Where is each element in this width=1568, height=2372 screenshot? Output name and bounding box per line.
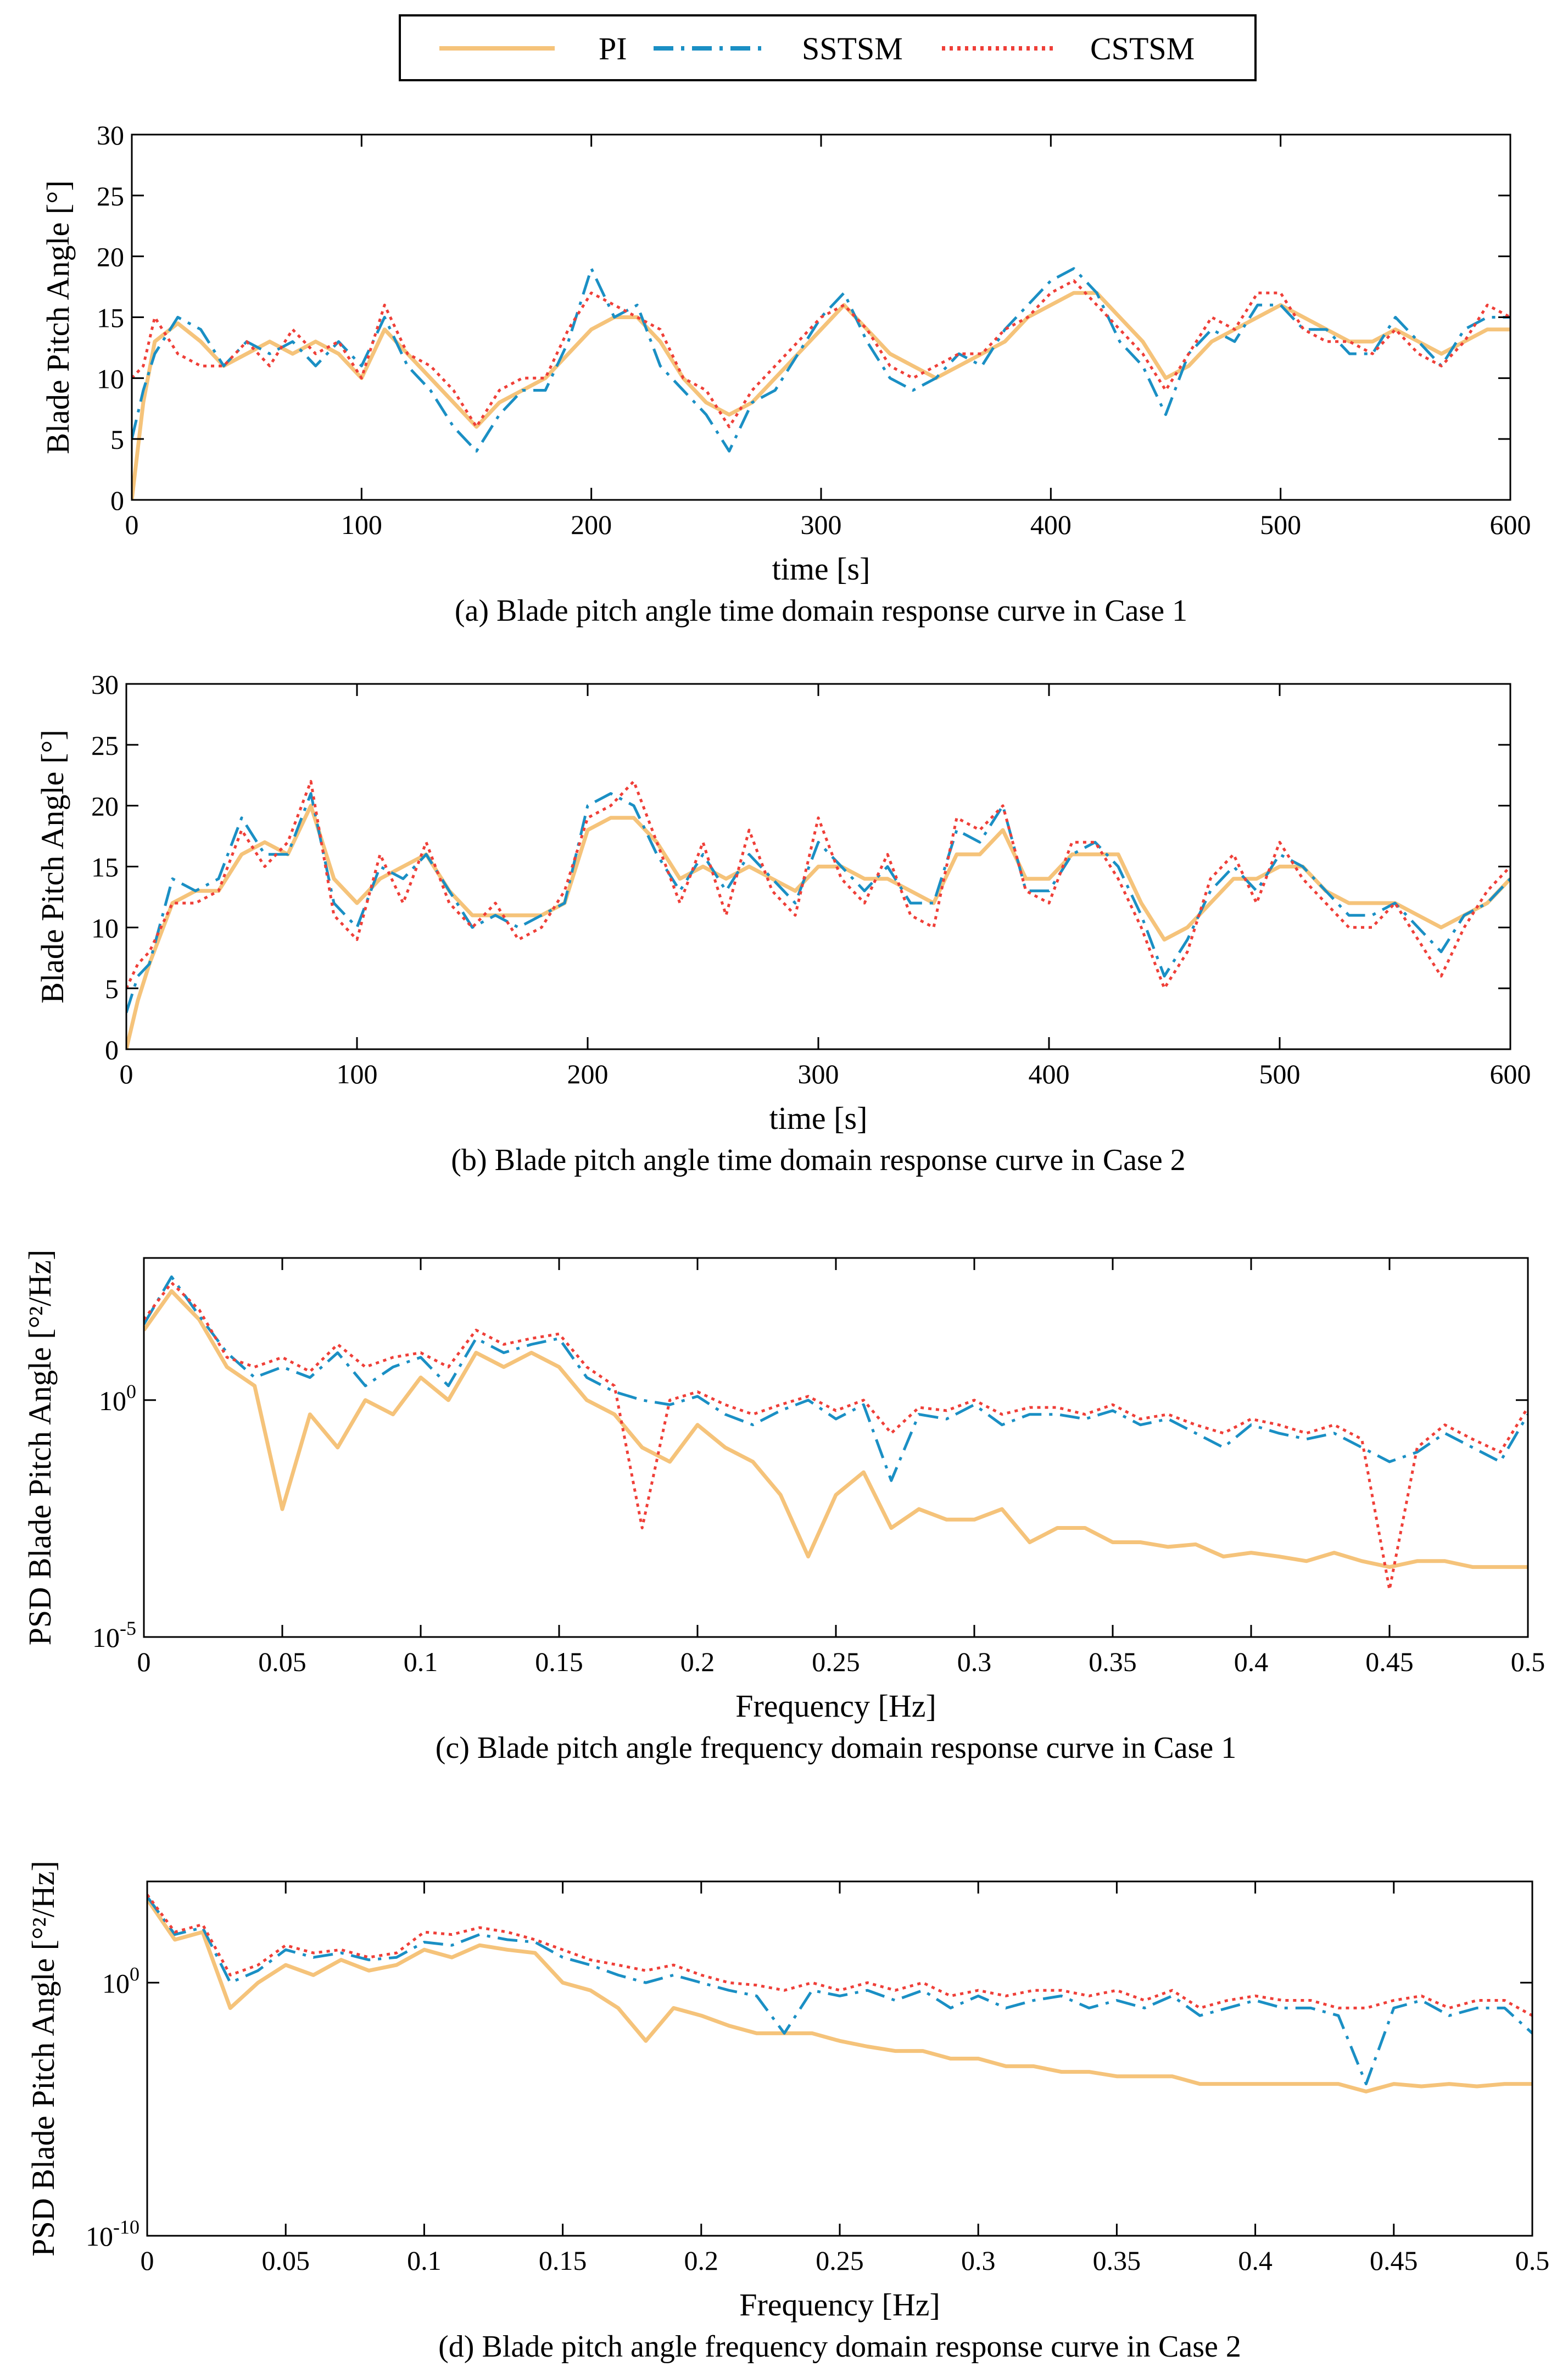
series-line-pi bbox=[126, 804, 1510, 1049]
panel-caption: (c) Blade pitch angle frequency domain r… bbox=[436, 1731, 1237, 1765]
y-axis-label: PSD Blade Pitch Angle [°²/Hz] bbox=[25, 1861, 61, 2256]
y-tick-label: 10-5 bbox=[92, 1617, 136, 1653]
x-tick-label: 0.25 bbox=[812, 1646, 860, 1677]
series-line-sstsm bbox=[126, 792, 1510, 1014]
x-tick-label: 0 bbox=[137, 1646, 151, 1677]
x-tick-label: 0 bbox=[120, 1059, 133, 1089]
x-tick-label: 0.1 bbox=[404, 1646, 438, 1677]
x-tick-label: 0.15 bbox=[539, 2245, 587, 2276]
y-tick-label: 0 bbox=[105, 1034, 119, 1065]
x-tick-label: 0.3 bbox=[961, 2245, 996, 2276]
series-line-pi bbox=[147, 1898, 1532, 2093]
x-tick-label: 0.35 bbox=[1093, 2245, 1141, 2276]
x-tick-label: 500 bbox=[1259, 1059, 1301, 1089]
series-line-pi bbox=[132, 291, 1510, 500]
y-tick-label: 10-10 bbox=[86, 2216, 139, 2252]
y-tick-label: 100 bbox=[102, 1963, 139, 1998]
y-tick-label: 100 bbox=[99, 1380, 136, 1416]
x-tick-label: 100 bbox=[341, 509, 382, 540]
y-tick-label: 0 bbox=[110, 485, 124, 516]
axes-frame bbox=[146, 1880, 1533, 2237]
x-tick-label: 0.15 bbox=[535, 1646, 583, 1677]
chart-panel-d: 0 0.05 0.1 0.15 0.2 0.25 0.3 0.35 0.4 0.45 0.5 10-1… bbox=[25, 1861, 1549, 2364]
x-tick-label: 0.1 bbox=[407, 2245, 442, 2276]
x-tick-label: 0.5 bbox=[1511, 1646, 1545, 1677]
x-tick-label: 0.3 bbox=[957, 1646, 992, 1677]
y-tick-label: 10 bbox=[97, 363, 124, 394]
x-tick-label: 0.2 bbox=[680, 1646, 715, 1677]
x-tick-label: 200 bbox=[571, 509, 612, 540]
x-tick-label: 0.45 bbox=[1365, 1646, 1414, 1677]
y-tick-label: 5 bbox=[110, 424, 124, 455]
y-axis-label: PSD Blade Pitch Angle [°²/Hz] bbox=[22, 1250, 58, 1645]
x-tick-label: 0.4 bbox=[1238, 2245, 1273, 2276]
x-tick-label: 0.5 bbox=[1515, 2245, 1550, 2276]
y-axis-label: Blade Pitch Angle [°] bbox=[40, 180, 76, 454]
x-tick-label: 0.4 bbox=[1234, 1646, 1269, 1677]
panel-caption: (b) Blade pitch angle time domain respon… bbox=[451, 1143, 1185, 1177]
axes-frame bbox=[143, 1257, 1529, 1638]
y-tick-label: 15 bbox=[91, 852, 119, 883]
x-tick-label: 300 bbox=[801, 509, 842, 540]
x-axis-label: Frequency [Hz] bbox=[735, 1688, 936, 1724]
series-group bbox=[144, 1275, 1528, 1591]
x-tick-label: 0 bbox=[141, 2245, 154, 2276]
y-tick-label: 5 bbox=[105, 973, 119, 1004]
x-tick-label: 0.35 bbox=[1089, 1646, 1137, 1677]
x-tick-label: 0 bbox=[125, 509, 139, 540]
series-line-cstsm bbox=[147, 1894, 1532, 2017]
series-line-cstsm bbox=[144, 1281, 1528, 1591]
chart-panel-a: 0 100 200 300 400 500 600 0 5 10 15 20 25 30 time [s] B… bbox=[40, 120, 1531, 628]
series-line-cstsm bbox=[126, 779, 1510, 990]
x-axis-label: time [s] bbox=[769, 1100, 868, 1136]
series-group bbox=[132, 267, 1510, 500]
series-line-pi bbox=[144, 1289, 1528, 1569]
x-tick-label: 0.05 bbox=[258, 1646, 306, 1677]
series-group bbox=[147, 1894, 1532, 2093]
legend: PI SSTSM CSTSM bbox=[399, 14, 1257, 81]
y-tick-label: 20 bbox=[91, 791, 119, 822]
legend-label-cstsm: CSTSM bbox=[1090, 31, 1195, 66]
x-tick-label: 0.25 bbox=[816, 2245, 864, 2276]
x-tick-label: 400 bbox=[1030, 509, 1072, 540]
x-axis-label: time [s] bbox=[772, 551, 871, 587]
legend-label-sstsm: SSTSM bbox=[802, 31, 903, 66]
y-tick-label: 25 bbox=[91, 730, 119, 761]
y-tick-label: 15 bbox=[97, 303, 124, 333]
series-line-sstsm bbox=[132, 267, 1510, 453]
x-tick-label: 500 bbox=[1260, 509, 1301, 540]
x-tick-label: 0.05 bbox=[261, 2245, 310, 2276]
series-line-sstsm bbox=[147, 1896, 1532, 2086]
x-axis-label: Frequency [Hz] bbox=[739, 2287, 940, 2323]
panel-caption: (d) Blade pitch angle frequency domain r… bbox=[438, 2330, 1241, 2364]
y-tick-label: 30 bbox=[97, 120, 124, 151]
y-tick-label: 30 bbox=[91, 669, 119, 700]
x-tick-label: 300 bbox=[798, 1059, 839, 1089]
series-group bbox=[126, 779, 1510, 1049]
x-tick-label: 600 bbox=[1490, 509, 1531, 540]
x-tick-label: 0.45 bbox=[1370, 2245, 1418, 2276]
x-tick-label: 600 bbox=[1490, 1059, 1531, 1089]
x-tick-label: 100 bbox=[337, 1059, 378, 1089]
x-tick-label: 400 bbox=[1029, 1059, 1070, 1089]
series-line-cstsm bbox=[132, 279, 1510, 428]
x-tick-label: 200 bbox=[567, 1059, 609, 1089]
series-line-sstsm bbox=[144, 1275, 1528, 1482]
legend-label-pi: PI bbox=[599, 31, 627, 66]
y-tick-label: 20 bbox=[97, 242, 124, 272]
chart-panel-b: 0 100 200 300 400 500 600 0 5 10 15 20 25 30 time [s] B… bbox=[35, 669, 1531, 1177]
y-axis-label: Blade Pitch Angle [°] bbox=[35, 730, 70, 1003]
chart-panel-c: 0 0.05 0.1 0.15 0.2 0.25 0.3 0.35 0.4 0.45 0.5 10-5… bbox=[22, 1250, 1545, 1765]
x-tick-label: 0.2 bbox=[684, 2245, 719, 2276]
panel-caption: (a) Blade pitch angle time domain respon… bbox=[455, 594, 1187, 628]
y-tick-label: 10 bbox=[91, 912, 119, 943]
y-tick-label: 25 bbox=[97, 181, 124, 211]
